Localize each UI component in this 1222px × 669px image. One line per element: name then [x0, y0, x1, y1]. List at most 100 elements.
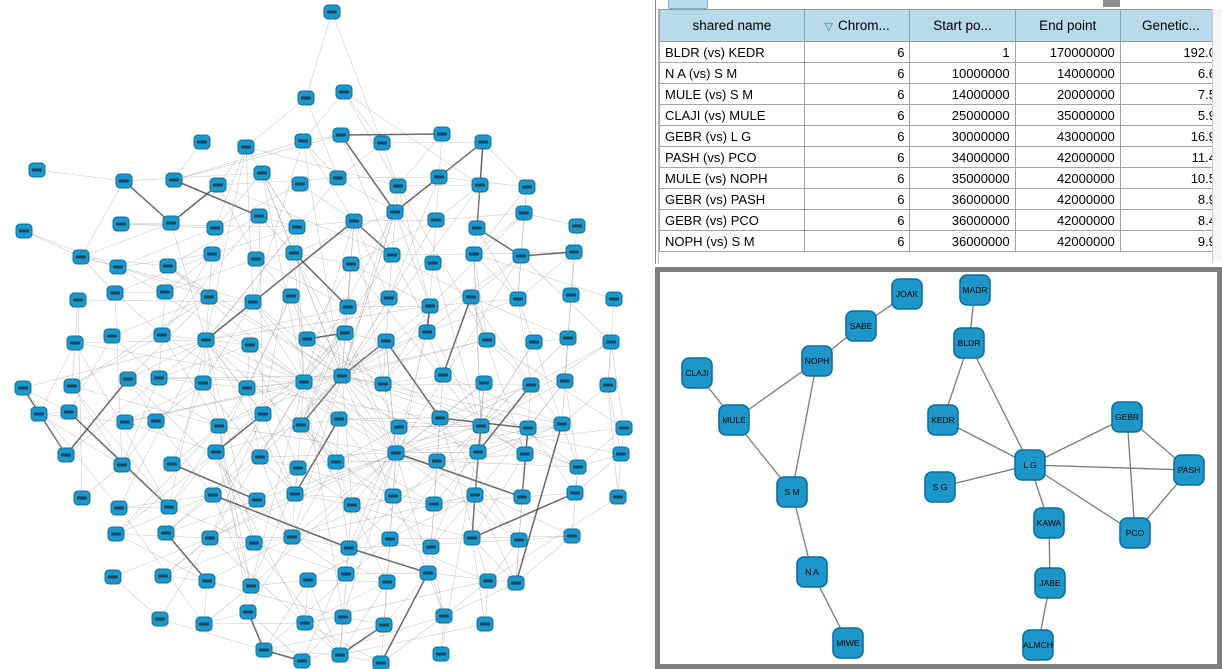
table-cell[interactable]: 8.4	[1119, 209, 1222, 231]
network-edge[interactable]	[382, 331, 428, 385]
network-node[interactable]	[288, 219, 306, 235]
network-node[interactable]: L G	[1014, 449, 1046, 481]
network-edge[interactable]	[517, 298, 532, 386]
network-node[interactable]	[602, 334, 620, 350]
network-edge[interactable]	[335, 426, 400, 463]
network-node[interactable]	[112, 216, 130, 232]
network-node[interactable]	[193, 134, 211, 150]
network-node[interactable]	[294, 133, 312, 149]
network-node[interactable]	[254, 406, 272, 422]
table-cell[interactable]: 36000000	[909, 230, 1016, 252]
network-edge[interactable]	[65, 339, 207, 456]
network-edge[interactable]	[214, 146, 247, 229]
network-node[interactable]	[475, 375, 493, 391]
network-edge[interactable]	[435, 212, 525, 221]
network-node[interactable]	[198, 573, 216, 589]
table-cell[interactable]: GEBR (vs) L G	[659, 125, 805, 147]
network-edge[interactable]	[124, 421, 217, 453]
table-cell[interactable]: 42000000	[1014, 188, 1121, 210]
network-node[interactable]	[106, 285, 124, 301]
network-node[interactable]	[66, 335, 84, 351]
network-node[interactable]	[251, 449, 269, 465]
network-edge[interactable]	[252, 301, 343, 377]
network-node[interactable]	[383, 247, 401, 263]
table-header-cell[interactable]: Start po...	[909, 9, 1016, 42]
network-edge[interactable]	[205, 339, 305, 383]
network-edge[interactable]	[432, 262, 482, 427]
network-node[interactable]	[336, 325, 354, 341]
network-node[interactable]	[201, 530, 219, 546]
network-node[interactable]	[159, 258, 177, 274]
network-node[interactable]	[462, 289, 480, 305]
network-node[interactable]	[340, 540, 358, 556]
network-edge[interactable]	[303, 331, 428, 383]
network-edge[interactable]	[341, 220, 355, 377]
network-edge[interactable]	[158, 377, 305, 383]
network-edge[interactable]	[205, 146, 247, 341]
network-node[interactable]	[435, 608, 453, 624]
network-node[interactable]	[203, 246, 221, 262]
network-edge[interactable]	[291, 536, 347, 575]
network-node[interactable]	[507, 575, 525, 591]
network-node[interactable]	[291, 176, 309, 192]
network-edge[interactable]	[215, 413, 264, 453]
network-node[interactable]	[247, 251, 265, 267]
network-edge[interactable]	[114, 253, 213, 294]
network-edge[interactable]	[607, 384, 619, 498]
network-edge[interactable]	[471, 537, 517, 584]
network-edge[interactable]	[301, 452, 397, 662]
network-node[interactable]	[418, 324, 436, 340]
network-edge[interactable]	[340, 134, 396, 213]
network-edge[interactable]	[294, 493, 435, 505]
network-edge[interactable]	[291, 536, 350, 549]
network-node[interactable]	[605, 291, 623, 307]
network-node[interactable]	[421, 298, 439, 314]
network-edge[interactable]	[23, 230, 82, 258]
network-node[interactable]: MADR	[959, 274, 991, 306]
network-edge[interactable]	[302, 140, 355, 222]
network-edge[interactable]	[391, 185, 399, 256]
network-node[interactable]	[476, 616, 494, 632]
network-node[interactable]	[30, 406, 48, 422]
network-edge[interactable]	[486, 339, 625, 429]
network-node[interactable]	[599, 377, 617, 393]
network-node[interactable]: S M	[776, 476, 808, 508]
network-edge[interactable]	[291, 452, 397, 538]
network-edge[interactable]	[473, 253, 482, 427]
network-edge[interactable]	[161, 253, 213, 336]
network-edge[interactable]	[381, 141, 484, 144]
network-node[interactable]	[419, 565, 437, 581]
network-node[interactable]	[559, 330, 577, 346]
network-edge[interactable]	[527, 380, 566, 429]
network-edge[interactable]	[124, 382, 204, 423]
network-edge[interactable]	[259, 452, 397, 458]
network-node[interactable]	[153, 327, 171, 343]
network-edge[interactable]	[380, 615, 445, 664]
network-edge[interactable]	[202, 301, 254, 384]
network-edge[interactable]	[250, 579, 309, 587]
network-node[interactable]	[209, 177, 227, 193]
table-cell[interactable]: BLDR (vs) KEDR	[659, 41, 805, 63]
network-edge[interactable]	[162, 467, 299, 577]
network-edge[interactable]	[476, 227, 519, 300]
network-edge[interactable]	[212, 494, 252, 587]
network-edge[interactable]	[302, 140, 343, 377]
network-node[interactable]	[472, 418, 490, 434]
network-edge[interactable]	[303, 381, 353, 506]
network-node[interactable]	[297, 90, 315, 106]
network-node[interactable]	[57, 447, 75, 463]
network-edge[interactable]	[111, 335, 160, 379]
network-node[interactable]	[119, 371, 137, 387]
network-edge[interactable]	[607, 384, 622, 455]
network-node[interactable]	[330, 411, 348, 427]
network-node[interactable]	[522, 377, 540, 393]
network-edge[interactable]	[341, 375, 397, 454]
network-edge[interactable]	[301, 616, 344, 662]
network-edge[interactable]	[338, 418, 394, 497]
network-edge[interactable]	[389, 537, 473, 540]
table-cell[interactable]: 43000000	[1014, 125, 1121, 147]
network-node[interactable]: JOAK	[891, 278, 923, 310]
table-cell[interactable]: 6	[803, 104, 911, 126]
network-edge[interactable]	[162, 542, 255, 577]
network-edge[interactable]	[395, 427, 625, 454]
